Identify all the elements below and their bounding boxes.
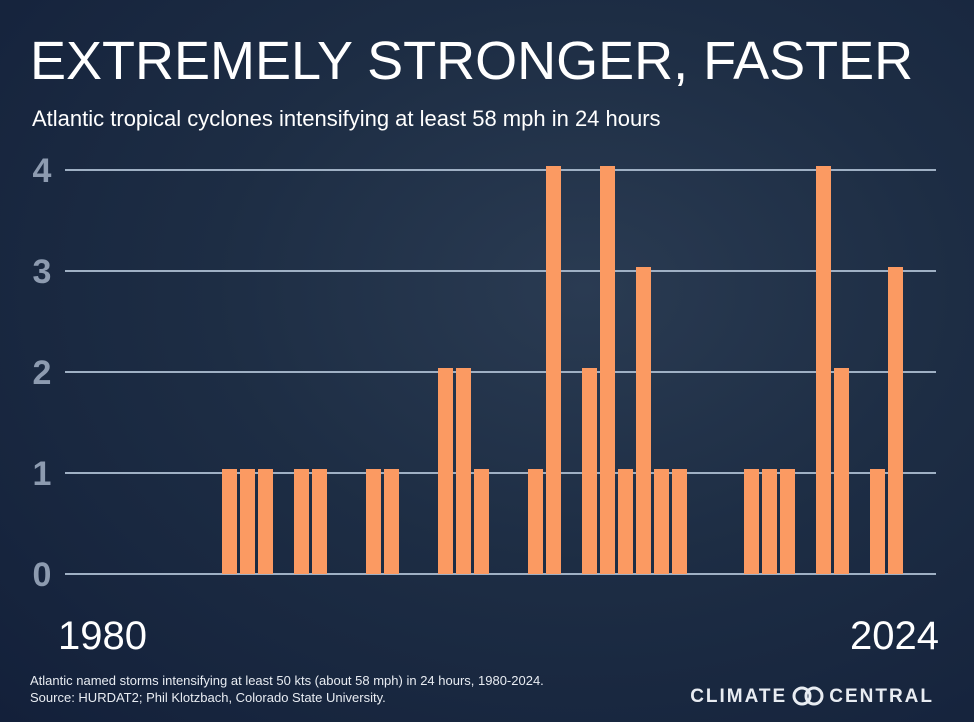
y-tick-label: 1	[33, 455, 52, 493]
bar-2010	[636, 267, 651, 574]
chart-subtitle: Atlantic tropical cyclones intensifying …	[32, 106, 661, 131]
bar-2017	[762, 469, 777, 574]
brand-right: CENTRAL	[829, 686, 934, 707]
bar-1989	[258, 469, 273, 574]
footnote: Atlantic named storms intensifying at le…	[30, 672, 544, 706]
chart-title: EXTREMELY STRONGER, FASTER	[30, 31, 914, 91]
bar-2023	[870, 469, 885, 574]
bar-2020	[816, 166, 831, 574]
y-tick-label: 3	[33, 253, 52, 291]
y-tick-label: 4	[33, 152, 52, 190]
bar-1992	[312, 469, 327, 574]
bar-2016	[744, 469, 759, 574]
bar-2000	[456, 368, 471, 574]
bar-1991	[294, 469, 309, 574]
climate-central-logo: CLIMATE CENTRAL	[690, 686, 934, 708]
bar-2007	[582, 368, 597, 574]
logo-rings-icon	[792, 686, 824, 706]
bar-1987	[222, 469, 237, 574]
bar-2011	[654, 469, 669, 574]
x-start-label: 1980	[58, 614, 147, 658]
bar-2024	[888, 267, 903, 574]
footnote-note: Atlantic named storms intensifying at le…	[30, 673, 544, 688]
bar-2009	[618, 469, 633, 574]
bar-2021	[834, 368, 849, 574]
bar-1995	[366, 469, 381, 574]
bar-2008	[600, 166, 615, 574]
bar-1999	[438, 368, 453, 574]
bar-2005	[546, 166, 561, 574]
bar-2001	[474, 469, 489, 574]
bar-1996	[384, 469, 399, 574]
bar-2004	[528, 469, 543, 574]
bar-1988	[240, 469, 255, 574]
y-tick-label: 0	[33, 556, 52, 594]
footnote-source: Source: HURDAT2; Phil Klotzbach, Colorad…	[30, 690, 386, 705]
bar-2012	[672, 469, 687, 574]
x-end-label: 2024	[850, 614, 939, 658]
brand-left: CLIMATE	[690, 686, 788, 707]
y-tick-label: 2	[33, 354, 52, 392]
bar-2018	[780, 469, 795, 574]
